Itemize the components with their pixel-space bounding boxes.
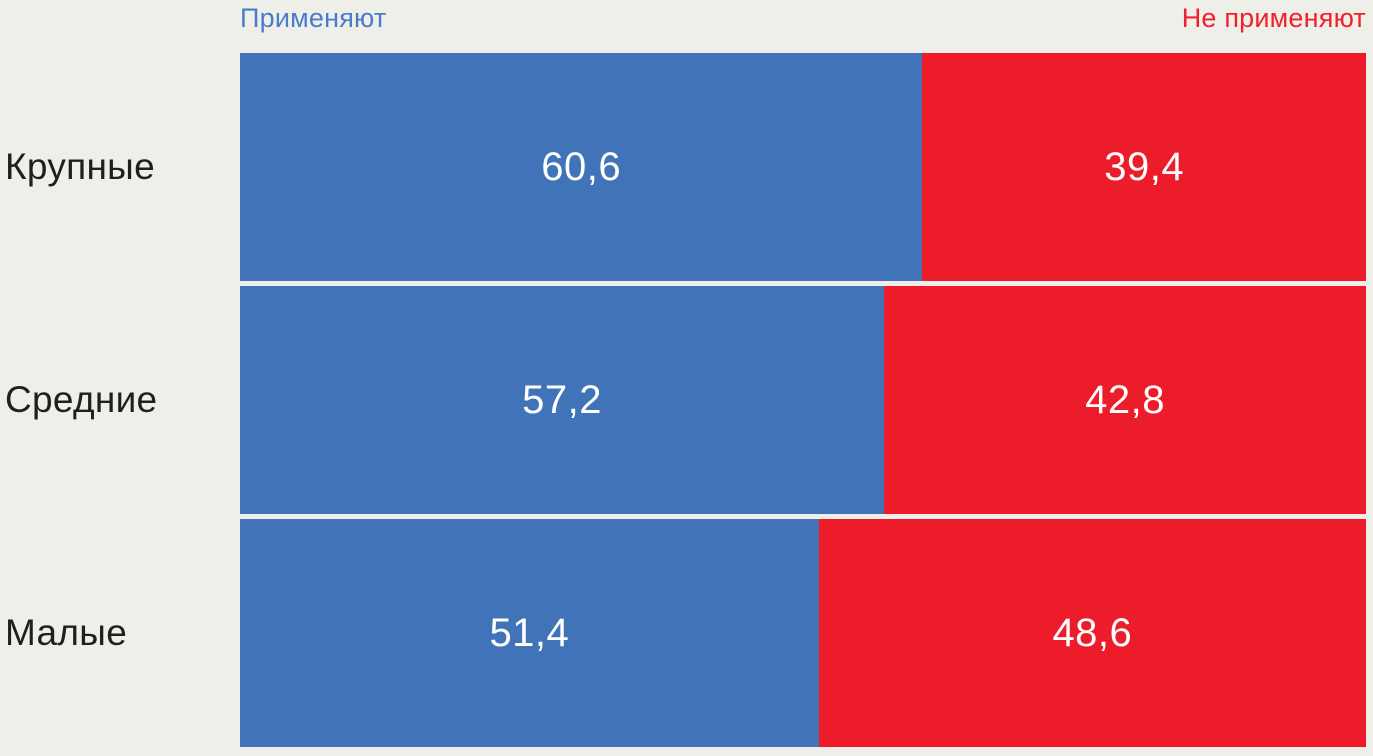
bar-segment-apply: 57,2 (240, 286, 885, 514)
legend-label-apply: Применяют (240, 3, 387, 33)
category-label: Крупные (5, 146, 155, 187)
category-label: Малые (5, 612, 128, 653)
chart-rows: Крупные 60,6 39,4 Средние 57,2 42,8 Малые 51,4 4… (0, 53, 1373, 747)
bar-value-label: 51,4 (489, 610, 570, 655)
bar-value-label: 48,6 (1052, 610, 1133, 655)
bar-segment-apply: 51,4 (240, 519, 819, 747)
chart-row: Крупные 60,6 39,4 (0, 53, 1373, 281)
chart-legend: Применяют Не применяют (240, 0, 1366, 53)
bar-track: 57,2 42,8 (240, 286, 1366, 514)
chart-row: Средние 57,2 42,8 (0, 286, 1373, 514)
chart-row: Малые 51,4 48,6 (0, 519, 1373, 747)
bar-track: 60,6 39,4 (240, 53, 1366, 281)
bar-track: 51,4 48,6 (240, 519, 1366, 747)
bar-segment-not-apply: 39,4 (922, 53, 1366, 281)
bar-value-label: 57,2 (522, 377, 602, 422)
bar-value-label: 42,8 (1085, 377, 1165, 422)
bar-segment-not-apply: 42,8 (884, 286, 1366, 514)
bar-value-label: 60,6 (541, 144, 622, 189)
bar-segment-apply: 60,6 (240, 53, 923, 281)
category-label: Средние (5, 379, 158, 420)
legend-label-not-apply: Не применяют (1181, 3, 1366, 33)
bar-value-label: 39,4 (1104, 144, 1185, 189)
bar-segment-not-apply: 48,6 (818, 519, 1366, 747)
